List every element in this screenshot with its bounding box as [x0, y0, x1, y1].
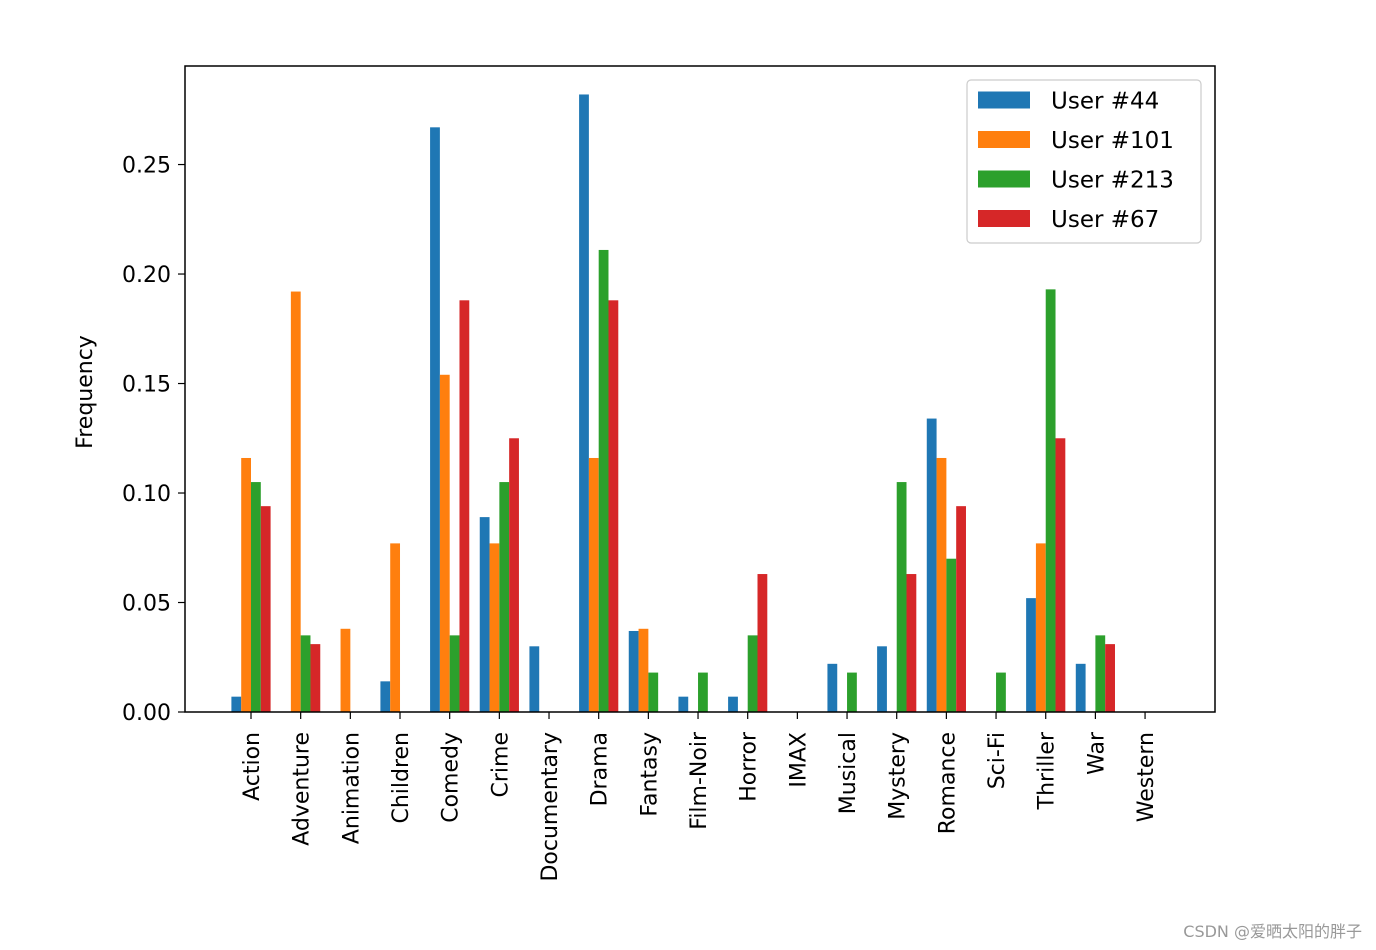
bar-horror-series-4: [757, 574, 768, 712]
x-tick-label-comedy: Comedy: [439, 732, 464, 823]
bar-drama-series-4: [608, 300, 619, 712]
legend: User #44 User #101 User #213 User #67: [966, 79, 1202, 244]
bar-adventure-series-3: [300, 635, 311, 712]
legend-swatch-series-3: [978, 170, 1030, 188]
x-tick-label-mystery: Mystery: [886, 732, 911, 820]
legend-label-series-4: User #67: [1051, 207, 1159, 233]
bar-musical-series-1: [827, 663, 838, 712]
bar-film-noir-series-1: [678, 696, 689, 712]
x-tick-label-musical: Musical: [836, 732, 861, 814]
x-tick-label-horror: Horror: [737, 731, 762, 802]
bar-film-noir-series-3: [698, 672, 708, 712]
legend-box: [966, 79, 1202, 244]
bar-comedy-series-4: [459, 300, 470, 712]
x-tick-label-animation: Animation: [339, 732, 364, 844]
bar-adventure-series-4: [310, 644, 321, 712]
bar-sci-fi-series-3: [996, 672, 1006, 712]
bar-children-series-1: [380, 681, 391, 712]
x-tick-label-romance: Romance: [935, 732, 960, 834]
bar-crime-series-1: [479, 517, 490, 712]
bar-war-series-3: [1095, 635, 1106, 712]
x-tick-label-film-noir: Film-Noir: [687, 731, 712, 830]
x-tick-label-adventure: Adventure: [290, 732, 315, 846]
bar-adventure-series-2: [290, 291, 301, 712]
bar-crime-series-2: [489, 543, 500, 712]
bar-war-series-1: [1075, 663, 1086, 712]
bar-horror-series-3: [747, 635, 758, 712]
legend-swatch-series-2: [978, 131, 1030, 148]
bar-horror-series-1: [728, 696, 738, 712]
bar-mystery-series-3: [896, 482, 907, 712]
legend-swatch-series-1: [978, 91, 1030, 109]
y-tick-label: 0.10: [122, 482, 171, 507]
x-tick-label-sci-fi: Sci-Fi: [985, 732, 1010, 789]
plot-frame: [184, 65, 1216, 713]
y-tick-label: 0.15: [122, 373, 171, 398]
bar-crime-series-3: [499, 482, 510, 712]
x-tick-label-children: Children: [389, 732, 414, 824]
bar-romance-series-3: [946, 558, 957, 712]
y-tick-label: 0.25: [122, 154, 171, 179]
bar-thriller-series-3: [1045, 289, 1056, 712]
legend-swatch-series-4: [978, 210, 1030, 227]
bar-drama-series-2: [588, 457, 599, 712]
y-tick-label: 0.20: [122, 263, 171, 288]
y-tick-label: 0.05: [122, 592, 171, 617]
bar-drama-series-3: [598, 249, 609, 712]
bar-action-series-2: [241, 457, 251, 712]
watermark-text: CSDN @爱晒太阳的胖子: [1183, 922, 1362, 941]
x-tick-label-fantasy: Fantasy: [637, 732, 662, 817]
legend-label-series-1: User #44: [1051, 89, 1159, 115]
x-tick-label-action: Action: [240, 732, 265, 801]
bar-thriller-series-1: [1026, 598, 1036, 712]
x-tick-label-drama: Drama: [588, 732, 613, 806]
x-axis: Action Adventure Animation Children Comedy Cr…: [240, 712, 1159, 882]
bar-action-series-4: [260, 506, 271, 712]
bar-fantasy-series-3: [648, 672, 659, 712]
bar-romance-series-4: [956, 506, 966, 712]
x-tick-label-imax: IMAX: [786, 732, 811, 788]
x-tick-label-western: Western: [1134, 732, 1159, 822]
bar-comedy-series-1: [430, 127, 440, 712]
bar-romance-series-1: [926, 418, 937, 712]
legend-label-series-2: User #101: [1051, 128, 1174, 154]
bar-mystery-series-4: [906, 574, 917, 712]
y-axis: 0.00 0.05 0.10 0.15 0.20 0.25: [122, 154, 185, 726]
bar-musical-series-3: [847, 672, 857, 712]
x-tick-label-war: War: [1084, 731, 1109, 775]
bar-fantasy-series-1: [628, 630, 639, 712]
bar-thriller-series-2: [1035, 543, 1046, 712]
bar-thriller-series-4: [1055, 438, 1066, 712]
x-tick-label-documentary: Documentary: [538, 732, 563, 882]
bar-action-series-3: [251, 482, 261, 712]
bar-war-series-4: [1105, 644, 1115, 712]
bar-fantasy-series-2: [638, 628, 649, 712]
x-tick-label-thriller: Thriller: [1035, 731, 1060, 810]
bar-documentary-series-1: [529, 646, 540, 712]
y-axis-label: Frequency: [73, 335, 98, 449]
bar-mystery-series-1: [877, 646, 887, 712]
bar-romance-series-2: [936, 457, 947, 712]
bar-layer: [231, 94, 1115, 713]
x-tick-label-crime: Crime: [488, 732, 513, 797]
y-tick-label: 0.00: [122, 701, 171, 726]
bar-comedy-series-3: [449, 635, 460, 712]
bar-crime-series-4: [509, 438, 519, 712]
bar-children-series-2: [390, 543, 401, 712]
bar-action-series-1: [231, 696, 242, 712]
bar-comedy-series-2: [439, 374, 450, 712]
bar-animation-series-2: [340, 628, 351, 712]
bar-drama-series-1: [579, 94, 589, 713]
legend-label-series-3: User #213: [1051, 168, 1174, 194]
